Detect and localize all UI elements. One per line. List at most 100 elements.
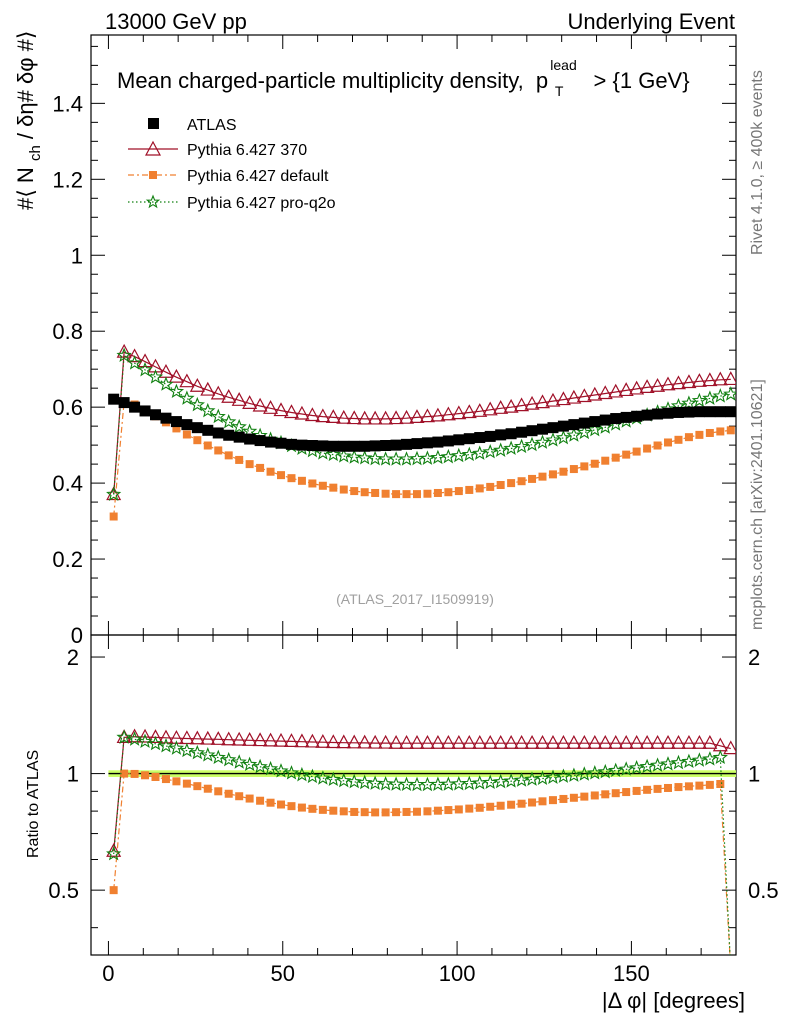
ratio-pdefault-point [172,777,181,786]
ratio-pq2o-point [639,758,655,774]
ratio-p370-point [681,734,697,749]
ratio-y-tick-label: 2 [67,645,79,670]
ratio-pdefault-point [287,802,296,811]
main-pdefault-point [475,484,484,493]
main-pdefault-point [611,453,620,462]
x-axis-label: |Δ φ| [degrees] [602,988,745,1013]
main-atlas-point [275,437,287,449]
main-atlas-point [474,432,486,444]
main-atlas-point [401,438,413,450]
ratio-p370-point [608,734,624,749]
main-pdefault-point [486,482,495,491]
main-pq2o-point [587,421,603,437]
analysis-watermark: (ATLAS_2017_I1509919) [336,591,494,607]
ratio-y-tick-label: 1 [67,762,79,787]
ratio-pdefault-point [569,793,578,802]
ratio-pdefault-point [454,805,463,814]
main-pq2o-point [691,392,708,408]
legend-entry-pq2o: Pythia 6.427 pro-q2o [128,194,336,212]
ratio-p370-point [325,734,341,749]
ratio-pq2o-point [168,740,185,755]
main-p370-point [534,394,551,409]
ratio-pdefault-point [350,807,359,816]
ratio-pq2o-point [461,775,477,791]
ratio-pq2o-point [126,731,143,746]
main-atlas-point [578,417,590,429]
energy-label: 13000 GeV pp [105,9,247,34]
rivet-label: Rivet 4.1.0, ≥ 400k events [749,70,766,255]
main-pq2o-point [377,451,394,466]
ratio-pq2o-point [409,776,425,792]
main-y-tick-label: 1.4 [52,91,83,116]
main-p370-point [451,405,467,420]
main-atlas-point [129,401,141,413]
main-p370-point [116,343,132,358]
ratio-p370-point [357,734,373,749]
main-pq2o-point [357,449,373,465]
main-atlas-point [233,431,245,443]
main-atlas-point [421,437,433,449]
ratio-pdefault-point [214,787,223,796]
ratio-pq2o-point [116,729,132,744]
main-atlas-point [296,439,308,451]
ratio-pdefault-point [684,782,693,791]
ratio-p370-point [702,734,718,749]
ratio-pdefault-point [695,781,704,790]
legend-label-pq2o: Pythia 6.427 pro-q2o [187,195,336,212]
ratio-p370-point [419,734,435,749]
main-p370-point [493,400,509,414]
ratio-pq2o-point [200,747,216,762]
main-atlas-point [495,429,507,441]
main-series-layer [106,343,736,521]
ratio-p370-point [189,730,205,745]
main-p370-point [294,405,310,420]
ratio-pq2o-point [608,762,624,778]
ratio-pdefault-point [381,808,390,817]
ratio-pq2o-point [566,767,582,782]
ratio-pdefault-point [130,769,139,778]
ratio-p370-point [576,734,592,749]
ratio-pq2o-point [147,735,164,751]
main-y-tick-label: 0.2 [52,547,83,572]
ratio-p370-point [263,732,279,747]
legend-entry-pdefault: Pythia 6.427 default [128,168,329,185]
main-pdefault-point [423,489,432,498]
legend-label-pdefault: Pythia 6.427 default [187,168,329,185]
ratio-pdefault-point [339,807,348,816]
main-atlas-point [327,440,339,452]
ratio-pq2o-point [294,766,310,782]
main-p370-point [576,388,592,403]
main-p370-point [231,392,247,406]
main-p370-point [189,378,205,392]
ratio-pdefault-point [433,806,442,815]
main-pdefault-point [601,456,610,465]
ratio-pdefault-point [548,796,557,805]
ratio-p370-point [440,734,456,749]
ratio-pq2o-point [106,845,122,861]
main-p370-point [440,406,456,421]
main-pq2o-point [179,390,195,405]
ratio-p370-point [147,729,164,744]
main-p370-point [618,382,634,397]
ratio-pdefault-point [120,769,129,778]
main-pdefault-point [339,485,348,494]
ratio-pq2o-point [691,752,708,767]
main-pdefault-point [653,441,662,450]
main-pq2o-point [168,383,185,399]
main-pdefault-point [454,487,463,496]
ratio-pdefault-point [423,807,432,816]
main-pq2o-point [513,438,530,454]
ratio-pdefault-point [235,792,244,801]
main-p370-point [482,401,498,416]
main-atlas-point [160,412,172,424]
main-atlas-point [610,413,622,425]
main-p370-point [597,385,613,400]
ratio-p370-point [461,734,477,749]
main-pq2o-point [430,449,446,465]
ratio-y-tick-label: 0.5 [48,878,79,903]
main-p370-point [106,486,122,501]
main-pdefault-point [580,462,589,471]
main-atlas-point [139,405,151,417]
ratio-p370-point [503,734,519,749]
main-pdefault-point [402,490,411,499]
